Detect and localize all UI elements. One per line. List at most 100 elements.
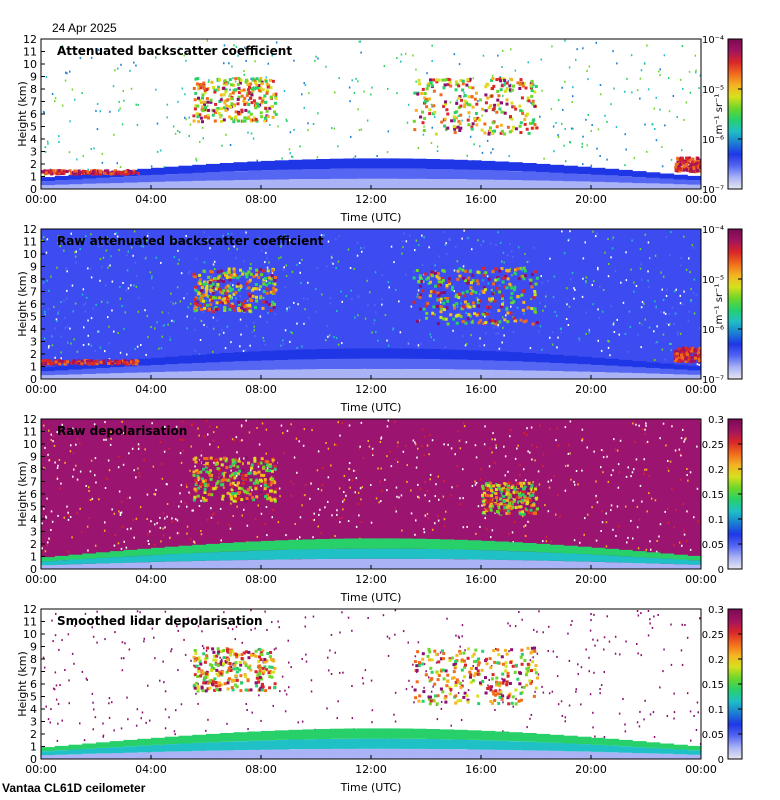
noise-pixel bbox=[71, 88, 74, 91]
cloud-pixel bbox=[434, 271, 437, 275]
noise-pixel bbox=[258, 237, 260, 240]
noise-pixel bbox=[173, 239, 175, 242]
noise-pixel bbox=[339, 671, 341, 674]
noise-pixel bbox=[189, 302, 192, 305]
cloud-pixel bbox=[682, 353, 686, 357]
cloud-pixel bbox=[449, 84, 453, 88]
noise-pixel bbox=[426, 513, 429, 515]
cloud-pixel bbox=[53, 171, 57, 175]
noise-pixel bbox=[445, 242, 447, 245]
cloud-pixel bbox=[521, 308, 525, 312]
noise-pixel bbox=[646, 440, 649, 443]
noise-pixel bbox=[544, 305, 546, 308]
noise-pixel bbox=[68, 433, 71, 436]
cloud-pixel bbox=[197, 481, 201, 485]
boundary-layer-cell bbox=[632, 367, 647, 374]
noise-pixel bbox=[421, 234, 423, 237]
cloud-pixel bbox=[197, 476, 201, 480]
noise-pixel bbox=[502, 94, 504, 97]
cloud-pixel bbox=[57, 169, 61, 173]
cloud-pixel bbox=[240, 487, 244, 491]
boundary-layer-cell bbox=[467, 540, 482, 550]
boundary-layer-cell bbox=[247, 161, 262, 171]
noise-pixel bbox=[694, 54, 697, 57]
cloud-pixel bbox=[679, 158, 683, 162]
noise-pixel bbox=[685, 101, 688, 104]
noise-pixel bbox=[288, 306, 291, 309]
noise-pixel bbox=[177, 262, 179, 265]
cloud-pixel bbox=[52, 169, 56, 173]
cloud-pixel bbox=[429, 81, 433, 85]
noise-pixel bbox=[325, 339, 327, 342]
boundary-layer-cell bbox=[646, 367, 661, 374]
cloud-pixel bbox=[240, 306, 244, 310]
noise-pixel bbox=[665, 295, 668, 297]
noise-pixel bbox=[387, 87, 389, 90]
cloud-pixel bbox=[506, 320, 510, 324]
noise-pixel bbox=[174, 302, 177, 305]
cloud-pixel bbox=[209, 288, 213, 292]
noise-pixel bbox=[456, 465, 459, 467]
noise-pixel bbox=[121, 305, 123, 307]
x-tick-label: 08:00 bbox=[245, 383, 277, 396]
noise-pixel bbox=[633, 468, 635, 471]
cloud-pixel bbox=[532, 499, 536, 503]
cloud-pixel bbox=[691, 157, 695, 161]
noise-pixel bbox=[345, 494, 347, 497]
boundary-layer-cell bbox=[82, 553, 97, 559]
cloud-pixel bbox=[246, 488, 250, 492]
noise-pixel bbox=[121, 123, 124, 126]
cloud-pixel bbox=[65, 170, 69, 173]
noise-pixel bbox=[52, 440, 54, 443]
cloud-pixel bbox=[111, 361, 115, 365]
boundary-layer-cell bbox=[316, 369, 331, 379]
noise-pixel bbox=[118, 109, 120, 112]
noise-pixel bbox=[368, 445, 371, 448]
cloud-pixel bbox=[238, 309, 242, 313]
noise-pixel bbox=[259, 288, 261, 291]
cloud-pixel bbox=[86, 360, 89, 363]
noise-pixel bbox=[43, 424, 45, 427]
cloud-pixel bbox=[481, 493, 484, 497]
noise-pixel bbox=[569, 452, 571, 455]
cloud-pixel bbox=[432, 290, 436, 294]
boundary-layer-cell bbox=[329, 178, 345, 189]
cloud-pixel bbox=[235, 284, 239, 288]
cloud-pixel bbox=[445, 284, 449, 287]
noise-pixel bbox=[559, 515, 561, 518]
colorbar-tick-label: 0.05 bbox=[702, 540, 724, 551]
noise-pixel bbox=[667, 460, 669, 462]
noise-pixel bbox=[108, 702, 110, 705]
cloud-pixel bbox=[212, 487, 216, 491]
noise-pixel bbox=[553, 275, 556, 278]
cloud-pixel bbox=[690, 160, 694, 164]
cloud-pixel bbox=[221, 291, 225, 295]
cloud-pixel bbox=[443, 117, 447, 121]
colorbar bbox=[727, 38, 743, 190]
cloud-pixel bbox=[260, 101, 264, 105]
noise-pixel bbox=[380, 500, 382, 503]
noise-pixel bbox=[679, 541, 682, 544]
noise-pixel bbox=[71, 536, 73, 539]
noise-pixel bbox=[164, 517, 166, 520]
noise-pixel bbox=[406, 464, 408, 467]
noise-pixel bbox=[673, 544, 675, 547]
noise-pixel bbox=[481, 504, 483, 507]
noise-pixel bbox=[190, 445, 192, 448]
colorbar-tick-label: 10⁻⁶ bbox=[702, 325, 724, 336]
noise-pixel bbox=[286, 307, 288, 310]
noise-pixel bbox=[479, 478, 482, 481]
x-tick-label: 08:00 bbox=[245, 193, 277, 206]
boundary-layer-cell bbox=[343, 368, 358, 379]
cloud-pixel bbox=[525, 496, 529, 500]
noise-pixel bbox=[186, 532, 188, 535]
boundary-layer-cell bbox=[192, 552, 207, 561]
noise-pixel bbox=[566, 287, 568, 290]
boundary-layer-cell bbox=[494, 351, 510, 361]
cloud-pixel bbox=[518, 104, 522, 108]
noise-pixel bbox=[101, 161, 104, 164]
noise-pixel bbox=[136, 123, 139, 126]
noise-pixel bbox=[317, 112, 319, 115]
noise-pixel bbox=[213, 461, 215, 464]
cloud-pixel bbox=[194, 104, 198, 108]
